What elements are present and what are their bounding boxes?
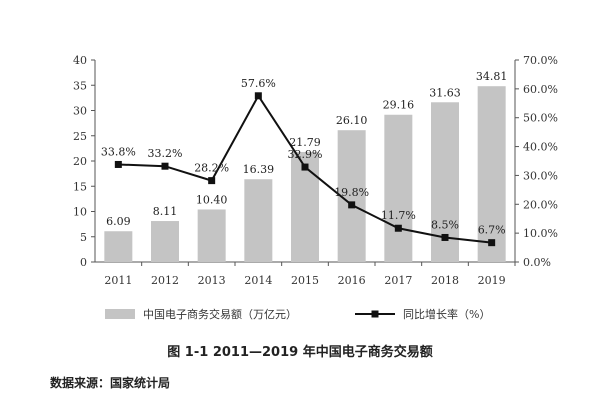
bar — [197, 209, 226, 262]
legend-line-marker — [371, 310, 379, 318]
line-point — [114, 160, 122, 168]
line-point — [301, 163, 309, 171]
line-value-label: 8.5% — [431, 218, 459, 231]
left-tick-label: 30 — [73, 105, 87, 118]
line-point — [161, 162, 169, 170]
bar — [151, 221, 179, 262]
left-tick-label: 25 — [73, 130, 87, 143]
left-tick-label: 0 — [80, 256, 87, 269]
line-value-label: 28.2% — [194, 162, 229, 175]
line-value-label: 11.7% — [381, 209, 416, 222]
line-value-label: 6.7% — [478, 224, 506, 237]
line-value-label: 19.8% — [334, 186, 369, 199]
left-tick-label: 5 — [80, 231, 87, 244]
bar-value-label: 8.11 — [153, 205, 178, 218]
bar-value-label: 16.39 — [243, 163, 275, 176]
data-source: 数据来源：国家统计局 — [50, 376, 171, 390]
chart: 0 5 10 15 20 25 30 35 40 0.0% 10.0% 20.0% 30.0% 40.0%… — [73, 54, 558, 321]
x-tick-label: 2014 — [244, 274, 272, 287]
line-point — [394, 224, 402, 232]
left-tick-label: 15 — [73, 180, 87, 193]
right-tick-label: 50.0% — [523, 112, 558, 125]
right-tick-label: 30.0% — [523, 169, 558, 182]
line-value-label: 32.9% — [288, 148, 323, 161]
bar-value-label: 10.40 — [196, 193, 228, 206]
x-tick-label: 2019 — [478, 274, 506, 287]
bar-value-label: 31.63 — [429, 86, 461, 99]
left-tick-label: 40 — [73, 54, 87, 67]
line-value-label: 33.8% — [101, 145, 136, 158]
bar — [244, 179, 273, 262]
bar — [477, 86, 506, 262]
right-tick-label: 20.0% — [523, 198, 558, 211]
right-tick-label: 40.0% — [523, 141, 558, 154]
x-tick-label: 2011 — [104, 274, 132, 287]
x-tick-label: 2016 — [338, 274, 366, 287]
x-tick-label: 2012 — [151, 274, 179, 287]
line-point — [208, 177, 216, 185]
bar-value-label: 21.79 — [289, 136, 321, 149]
right-tick-label: 70.0% — [523, 54, 558, 67]
line-point — [441, 233, 449, 241]
line-point — [488, 239, 496, 247]
line-value-label: 33.2% — [148, 147, 183, 160]
line-point — [348, 201, 356, 209]
right-tick-label: 0.0% — [523, 256, 551, 269]
x-tick-label: 2015 — [291, 274, 319, 287]
left-tick-label: 35 — [73, 79, 87, 92]
bar — [104, 231, 133, 262]
bar-value-label: 6.09 — [106, 215, 131, 228]
bar-value-label: 26.10 — [336, 114, 368, 127]
bar-value-label: 34.81 — [476, 70, 508, 83]
figure-caption: 图 1-1 2011—2019 年中国电子商务交易额 — [167, 345, 433, 360]
legend-bar-label: 中国电子商务交易额（万亿元） — [143, 307, 297, 321]
left-tick-label: 20 — [73, 155, 87, 168]
right-tick-label: 60.0% — [523, 83, 558, 96]
line-value-label: 57.6% — [241, 77, 276, 90]
legend-bar-swatch — [105, 309, 135, 319]
bar — [384, 114, 413, 262]
x-tick-label: 2013 — [198, 274, 226, 287]
x-tick-label: 2018 — [431, 274, 459, 287]
x-tick-label: 2017 — [384, 274, 412, 287]
line-point — [254, 92, 262, 100]
right-tick-label: 10.0% — [523, 227, 558, 240]
left-tick-label: 10 — [73, 206, 87, 219]
legend-line-label: 同比增长率（%） — [403, 307, 490, 321]
bar-value-label: 29.16 — [383, 99, 415, 112]
